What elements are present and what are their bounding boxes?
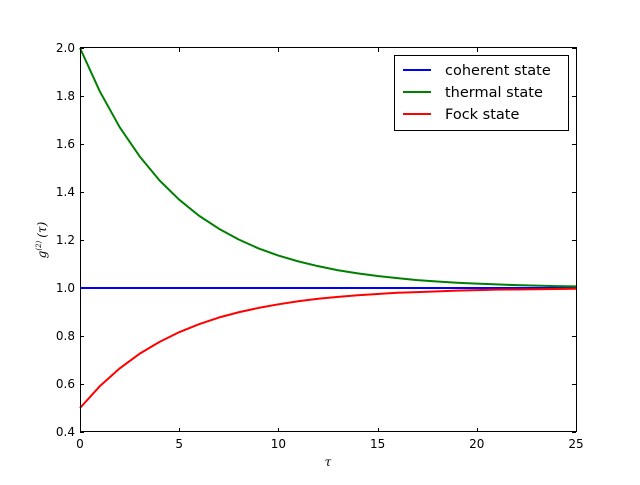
x-tick-label: 0 — [76, 437, 84, 451]
x-tick-label: 10 — [271, 437, 286, 451]
y-tick-label: 1.8 — [56, 89, 75, 103]
y-tick-label: 1.4 — [56, 185, 75, 199]
y-tick-label: 0.8 — [56, 329, 75, 343]
legend-label-thermal-state: thermal state — [445, 85, 543, 101]
series-line-thermal-state — [79, 47, 577, 288]
y-axis-label: g(2) (τ) — [35, 221, 49, 258]
y-tick-label: 0.4 — [56, 425, 75, 439]
x-tick-label: 5 — [175, 437, 183, 451]
series-line-fock-state — [79, 287, 577, 409]
legend-label-coherent-state: coherent state — [445, 63, 551, 79]
x-tick-label: 25 — [568, 437, 583, 451]
series-layer — [79, 47, 577, 409]
y-tick-label: 1.2 — [56, 233, 75, 247]
x-tick-label: 15 — [370, 437, 385, 451]
y-axis-label-sup: (2) — [35, 240, 43, 250]
x-tick-label: 20 — [469, 437, 484, 451]
plot-border — [80, 47, 577, 432]
y-axis-label-base: g — [35, 250, 49, 258]
y-tick-label: 0.6 — [56, 377, 75, 391]
legend-label-fock-state: Fock state — [445, 107, 519, 123]
y-tick-label: 1.0 — [56, 281, 75, 295]
y-axis-label-arg: (τ) — [35, 221, 49, 237]
tick-labels: 0 5 10 15 20 25 0.4 0.6 0.8 1.0 1.2 1.4 1.6 1.8 2.0 — [56, 41, 584, 451]
legend: coherent state thermal state Fock state — [394, 55, 569, 131]
x-axis-label: τ — [325, 455, 332, 469]
y-tick-label: 2.0 — [56, 41, 75, 55]
y-tick-label: 1.6 — [56, 137, 75, 151]
